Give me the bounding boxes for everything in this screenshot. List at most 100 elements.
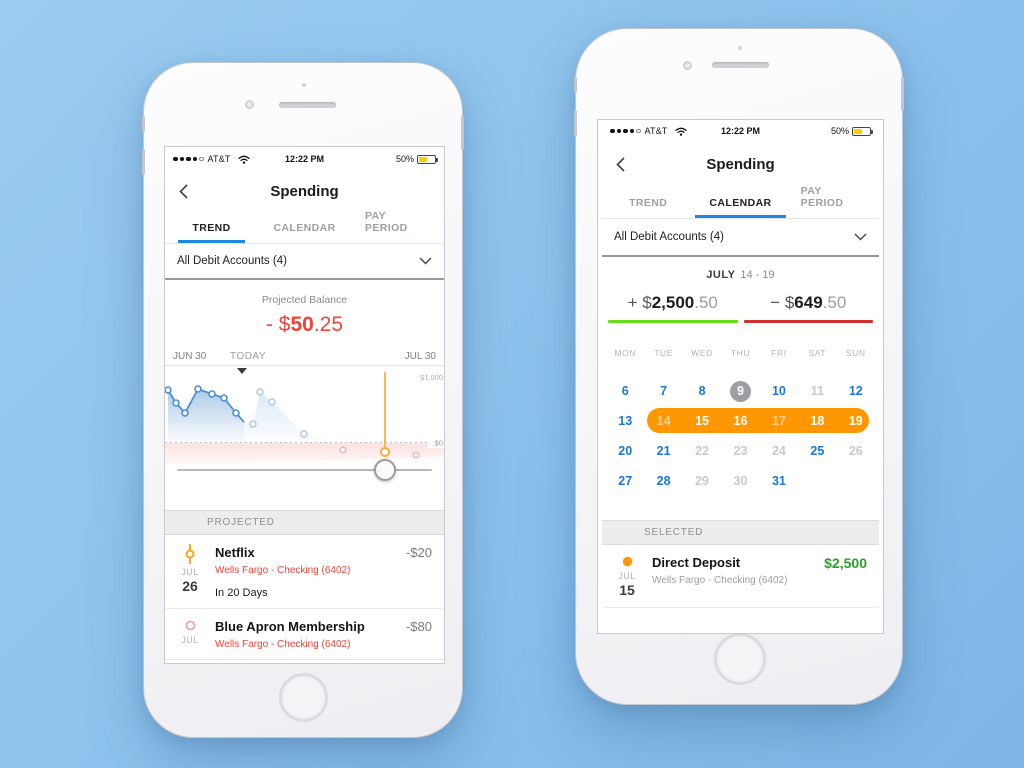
calendar-week-row: 13 14 15 16 17 18 19 — [606, 406, 875, 436]
projected-balance-label: Projected Balance — [261, 294, 348, 306]
projected-balance: Projected Balance - $50.25 — [165, 280, 444, 348]
chevron-down-icon — [854, 233, 867, 241]
calendar-day-23: 23 — [733, 444, 748, 458]
tab-bar: TREND CALENDAR PAY PERIOD — [602, 185, 879, 219]
calendar-week-row: 27 28 29 30 31 — [606, 466, 875, 496]
selected-section-header: SELECTED — [602, 520, 879, 545]
weekday-label-wed: WED — [691, 348, 713, 358]
time-scrubber-handle[interactable] — [374, 459, 396, 481]
clock-label: 12:22 PM — [284, 154, 325, 164]
schedule-pin-icon — [185, 544, 195, 564]
transaction-row[interactable]: JUL 26 Netflix Wells Fargo - Checking (6402… — [165, 535, 444, 609]
calendar-day-21[interactable]: 21 — [656, 444, 671, 458]
front-camera — [245, 100, 254, 109]
projected-balance-amount: - $50.25 — [265, 313, 344, 336]
earpiece-speaker — [712, 62, 769, 68]
tab-bar: TREND CALENDAR PAY PERIOD — [165, 210, 444, 244]
calendar-day-16[interactable]: 16 — [733, 414, 748, 428]
income-bar — [608, 320, 738, 323]
period-range-label: 14 - 19 — [740, 269, 775, 281]
tab-pay-period[interactable]: PAY PERIOD — [351, 210, 444, 243]
axis-end-label: JUL 30 — [404, 351, 436, 362]
back-button[interactable] — [614, 155, 627, 174]
tab-calendar[interactable]: CALENDAR — [258, 212, 351, 243]
volume-button — [142, 149, 145, 175]
chevron-left-icon — [179, 184, 188, 199]
calendar-day-17[interactable]: 17 — [771, 414, 786, 428]
weekday-label-thu: THU — [730, 348, 751, 358]
transaction-note: In 20 Days — [215, 587, 268, 599]
proximity-sensor-dot — [302, 83, 306, 87]
calendar-day-6[interactable]: 6 — [621, 384, 629, 398]
tab-trend-label: TREND — [178, 222, 245, 243]
expense-bar — [743, 320, 873, 323]
tab-pay-period[interactable]: PAY PERIOD — [787, 185, 879, 218]
tab-trend-label: TREND — [629, 197, 668, 209]
nav-bar: Spending — [602, 142, 879, 187]
axis-start-label: JUN 30 — [173, 351, 207, 362]
selected-range-pill[interactable] — [647, 408, 869, 433]
calendar-day-24: 24 — [771, 444, 786, 458]
period-month-label: JULY — [706, 269, 736, 281]
calendar-day-9[interactable]: 9 — [721, 376, 759, 406]
clock-label: 12:22 PM — [720, 126, 761, 136]
posted-dot-icon — [622, 556, 632, 566]
account-selector[interactable]: All Debit Accounts (4) — [165, 244, 444, 280]
weekday-label-fri: FRI — [771, 348, 787, 358]
month-calendar: MON TUE WED THU FRI SAT SUN 6 7 8 9 10 11 12 13 14 15 16… — [602, 348, 879, 496]
expense-amount: − $649.50 — [770, 293, 847, 312]
calendar-day-15[interactable]: 15 — [695, 414, 710, 428]
svg-text:$0: $0 — [435, 439, 443, 448]
calendar-day-14[interactable]: 14 — [656, 414, 671, 428]
transaction-row[interactable]: JUL Blue Apron Membership Wells Fargo - Ch… — [165, 609, 444, 660]
tab-calendar-label: CALENDAR — [273, 222, 336, 234]
tab-pay-period-label: PAY PERIOD — [800, 185, 844, 209]
svg-text:$1,000: $1,000 — [420, 373, 443, 382]
calendar-week-row: 20 21 22 23 24 25 26 — [606, 436, 875, 466]
transaction-date: JUL 26 — [173, 544, 207, 599]
calendar-day-20[interactable]: 20 — [618, 444, 633, 458]
tab-trend[interactable]: TREND — [602, 187, 694, 218]
calendar-day-13[interactable]: 13 — [618, 414, 633, 428]
income-total: + $2,500.50 — [608, 293, 738, 333]
tab-calendar[interactable]: CALENDAR — [694, 187, 786, 218]
proximity-sensor-dot — [738, 46, 742, 50]
calendar-day-8[interactable]: 8 — [698, 384, 706, 398]
account-selector-label: All Debit Accounts (4) — [614, 231, 724, 243]
projected-dot-icon — [185, 620, 195, 630]
signal-strength-icon — [610, 128, 641, 134]
calendar-day-27[interactable]: 27 — [618, 474, 633, 488]
battery-percent-label: 50% — [395, 154, 414, 164]
calendar-day-25[interactable]: 25 — [810, 444, 825, 458]
battery-percent-label: 50% — [830, 126, 849, 136]
calendar-day-28[interactable]: 28 — [656, 474, 671, 488]
home-button — [279, 673, 328, 722]
transaction-month-label: JUL — [618, 571, 636, 581]
tab-trend[interactable]: TREND — [165, 212, 258, 243]
weekday-label-tue: TUE — [654, 348, 674, 358]
calendar-day-12[interactable]: 12 — [848, 384, 863, 398]
back-button[interactable] — [177, 182, 190, 201]
chart-x-axis: JUN 30 TODAY JUL 30 — [165, 348, 444, 366]
spending-trend-chart[interactable]: $1,000 $0 — [165, 366, 444, 484]
transaction-account: Wells Fargo - Checking (6402) — [215, 565, 351, 576]
calendar-day-18[interactable]: 18 — [810, 414, 825, 428]
weekday-label-sat: SAT — [808, 348, 827, 358]
weekday-header-row: MON TUE WED THU FRI SAT SUN — [606, 348, 875, 364]
power-button — [461, 116, 464, 150]
calendar-day-10[interactable]: 10 — [771, 384, 786, 398]
calendar-day-31[interactable]: 31 — [771, 474, 786, 488]
calendar-day-19[interactable]: 19 — [848, 414, 863, 428]
calendar-day-7[interactable]: 7 — [660, 384, 668, 398]
time-scrubber-track[interactable] — [177, 469, 432, 471]
calendar-day-29: 29 — [695, 474, 710, 488]
calendar-day-22: 22 — [695, 444, 710, 458]
trend-chart-canvas[interactable]: $1,000 $0 — [165, 366, 445, 469]
transaction-row[interactable]: JUL 15 Direct Deposit Wells Fargo - Checkin… — [602, 545, 879, 608]
projected-transactions-list: JUL 26 Netflix Wells Fargo - Checking (6402… — [165, 535, 444, 660]
home-button — [714, 633, 766, 685]
carrier-label: AT&T — [207, 154, 231, 164]
account-selector[interactable]: All Debit Accounts (4) — [602, 219, 879, 257]
front-camera — [683, 61, 692, 70]
